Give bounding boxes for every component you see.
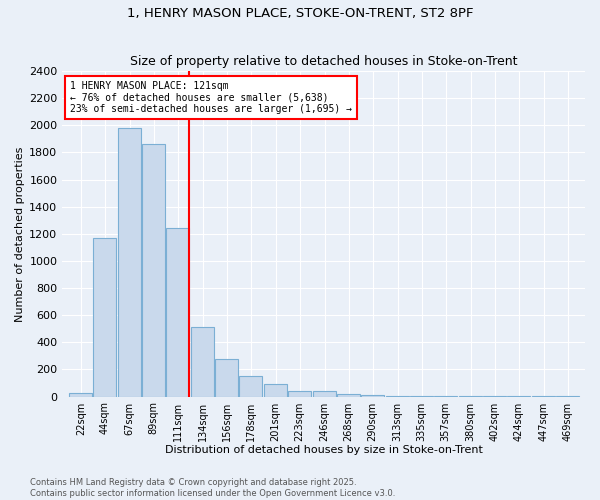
Bar	[166, 228, 189, 396]
Bar	[191, 328, 214, 396]
Bar	[288, 391, 311, 396]
Bar	[313, 391, 336, 396]
Bar	[94, 238, 116, 396]
Bar	[239, 376, 262, 396]
Text: 1, HENRY MASON PLACE, STOKE-ON-TRENT, ST2 8PF: 1, HENRY MASON PLACE, STOKE-ON-TRENT, ST…	[127, 8, 473, 20]
Bar	[264, 384, 287, 396]
Bar	[118, 128, 141, 396]
Bar	[215, 360, 238, 397]
Text: Contains HM Land Registry data © Crown copyright and database right 2025.
Contai: Contains HM Land Registry data © Crown c…	[30, 478, 395, 498]
Bar	[70, 393, 92, 396]
Y-axis label: Number of detached properties: Number of detached properties	[15, 146, 25, 322]
Bar	[361, 395, 384, 396]
X-axis label: Distribution of detached houses by size in Stoke-on-Trent: Distribution of detached houses by size …	[165, 445, 482, 455]
Title: Size of property relative to detached houses in Stoke-on-Trent: Size of property relative to detached ho…	[130, 56, 517, 68]
Text: 1 HENRY MASON PLACE: 121sqm
← 76% of detached houses are smaller (5,638)
23% of : 1 HENRY MASON PLACE: 121sqm ← 76% of det…	[70, 81, 352, 114]
Bar	[142, 144, 165, 396]
Bar	[337, 394, 360, 396]
